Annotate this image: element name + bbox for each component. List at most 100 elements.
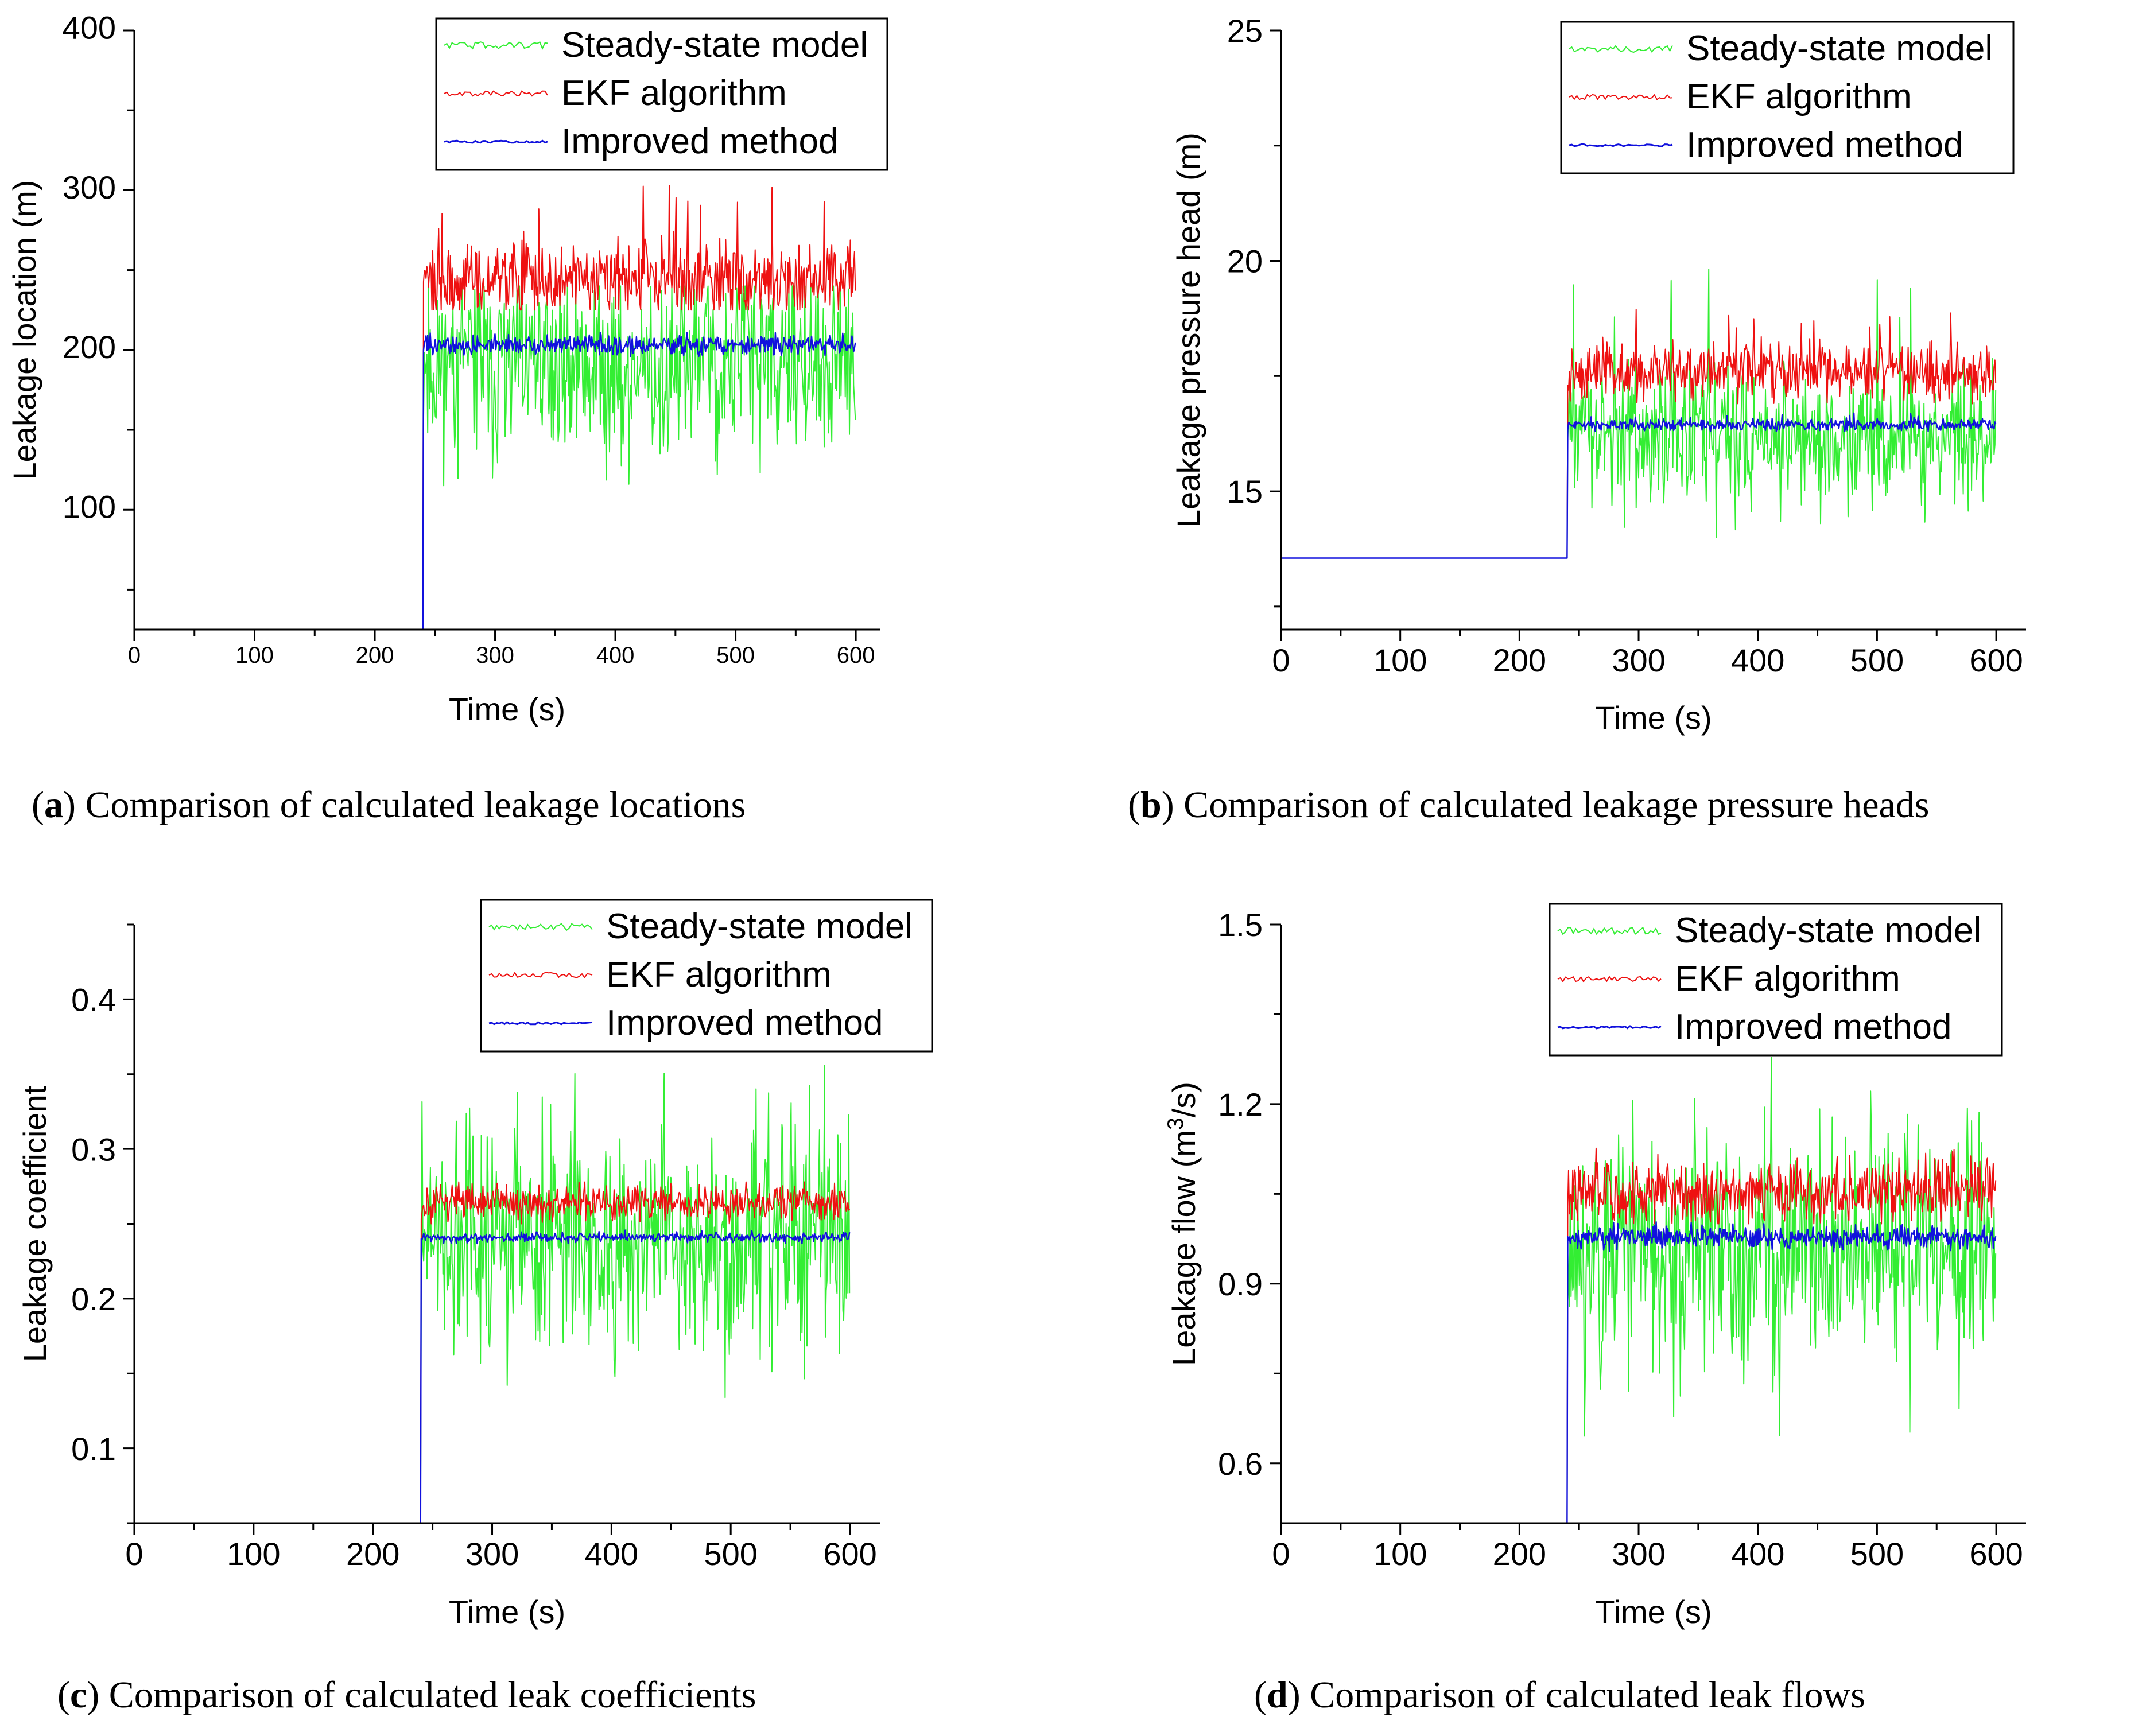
panel-a-y-tick-label: 100 — [63, 489, 116, 525]
panel-d-x-tick-label: 500 — [1850, 1536, 1904, 1572]
panel-b-y-axis-label: Leakage pressure head (m) — [1170, 133, 1206, 527]
panel-a-x-tick-label: 300 — [476, 643, 514, 668]
panel-d-legend-label-improved: Improved method — [1675, 1007, 1951, 1047]
panel-d-y-tick-label: 1.2 — [1218, 1086, 1263, 1123]
panel-a-legend: Steady-state model EKF algorithm Improve… — [435, 17, 888, 171]
panel-a-legend-label-steady-state: Steady-state model — [561, 25, 868, 65]
panel-a-y-tick-label: 400 — [63, 9, 116, 45]
panel-c-series-steady-state-model-line — [134, 1065, 851, 1524]
panel-c-legend-swatch-ekf — [488, 971, 593, 979]
panel-c-legend-swatch-improved — [488, 1021, 593, 1026]
panel-c-x-tick-label: 0 — [125, 1536, 143, 1572]
panel-d-y-axis-label: Leakage flow (m3/s) — [1163, 1082, 1202, 1366]
panel-d-series-ekf-algorithm-line — [1281, 1147, 1997, 1524]
panel-a-axes — [133, 30, 880, 631]
panel-d-x-tick-label: 300 — [1612, 1536, 1665, 1572]
panel-d-legend-swatch-improved — [1557, 1025, 1662, 1030]
panel-d-legend-swatch-steady-state — [1557, 926, 1662, 935]
panel-b-caption-letter: b — [1140, 784, 1162, 826]
panel-c-legend-swatch-steady-state — [488, 923, 593, 931]
panel-b-ticks: 0 100 200 300 400 500 600 15 20 25 — [1227, 13, 2023, 678]
panel-b-y-tick-label: 25 — [1227, 13, 1263, 49]
panel-a-x-axis-label: Time (s) — [449, 691, 565, 727]
panel-a-series-ekf-algorithm-line — [134, 185, 856, 630]
panel-d-y-tick-label: 0.9 — [1218, 1266, 1263, 1302]
panel-a-legend-swatch-improved — [444, 139, 548, 144]
panel-b-legend-label-ekf: EKF algorithm — [1686, 77, 1912, 116]
panel-c-y-tick-label: 0.4 — [71, 982, 116, 1018]
panel-d-y-tick-label: 1.5 — [1218, 907, 1263, 943]
panel-c-x-tick-label: 400 — [585, 1536, 638, 1572]
panel-d-y-tick-label: 0.6 — [1218, 1446, 1263, 1482]
panel-a-x-tick-label: 600 — [837, 643, 875, 668]
panel-a-leakage-location: 0 100 200 300 400 500 600 100 200 300 400 Time (s)… — [6, 9, 888, 826]
panel-a-x-tick-label: 500 — [716, 643, 755, 668]
panel-a-series — [134, 185, 856, 631]
panel-d-caption-text: ) Comparison of calculated leak flows — [1288, 1674, 1865, 1716]
panel-d-caption: (d) Comparison of calculated leak flows — [1254, 1674, 1865, 1716]
panel-c-ticks: 0 100 200 300 400 500 600 0.1 0.2 0.3 0.4 — [71, 923, 877, 1572]
panel-b-legend-label-steady-state: Steady-state model — [1686, 29, 1993, 68]
panel-c-legend-label-improved: Improved method — [606, 1003, 883, 1043]
panel-b-axes — [1280, 30, 2026, 631]
panel-d-x-axis-label: Time (s) — [1595, 1594, 1712, 1630]
panel-c-y-tick-label: 0.2 — [71, 1281, 116, 1317]
panel-b-x-tick-label: 300 — [1612, 642, 1665, 678]
panel-c-y-tick-label: 0.3 — [71, 1131, 116, 1167]
panel-a-x-tick-label: 0 — [128, 643, 141, 668]
panel-c-y-axis-label: Leakage coefficient — [17, 1085, 53, 1362]
panel-d-x-tick-label: 200 — [1493, 1536, 1546, 1572]
panel-b-y-tick-label: 20 — [1227, 243, 1263, 279]
panel-b-x-tick-label: 200 — [1493, 642, 1546, 678]
panel-d-legend: Steady-state model EKF algorithm Improve… — [1549, 903, 2003, 1057]
panel-b-legend-swatch-steady-state — [1569, 45, 1673, 53]
panel-d-legend-label-steady-state: Steady-state model — [1675, 911, 1981, 950]
panel-d-caption-letter: d — [1267, 1674, 1288, 1716]
panel-a-y-axis-label: Leakage location (m) — [6, 180, 42, 480]
panel-a-caption-letter: a — [44, 784, 63, 826]
panel-c-x-tick-label: 200 — [346, 1536, 399, 1572]
panel-d-axes — [1280, 925, 2026, 1524]
panel-a-legend-label-improved: Improved method — [561, 122, 838, 161]
panel-d-x-tick-label: 100 — [1373, 1536, 1427, 1572]
panel-c-x-tick-label: 500 — [704, 1536, 757, 1572]
panel-c-x-tick-label: 300 — [465, 1536, 519, 1572]
panel-a-legend-label-ekf: EKF algorithm — [561, 73, 787, 113]
panel-a-caption: (a) Comparison of calculated leakage loc… — [32, 784, 746, 826]
panel-d-legend-box — [1549, 903, 2003, 1057]
panel-d-legend-swatch-ekf — [1557, 976, 1662, 983]
panel-c-series-ekf-algorithm-line — [134, 1181, 851, 1524]
panel-d-series-improved-method-line — [1281, 1221, 1997, 1524]
panel-d-ticks: 0 100 200 300 400 500 600 0.6 0.9 1.2 1.5 — [1218, 907, 2023, 1572]
panel-b-y-tick-label: 15 — [1227, 473, 1263, 510]
panel-c-series — [134, 1065, 851, 1524]
panel-b-x-tick-label: 500 — [1850, 642, 1904, 678]
panel-b-x-tick-label: 600 — [1969, 642, 2023, 678]
panel-b-legend-swatch-ekf — [1569, 94, 1673, 100]
panel-c-caption: (c) Comparison of calculated leak coeffi… — [57, 1674, 756, 1716]
panel-c-x-tick-label: 600 — [823, 1536, 876, 1572]
panel-c-legend-box — [480, 899, 933, 1053]
panel-d-y-axis-label-superscript: 3 — [1163, 1117, 1188, 1130]
panel-c-x-axis-label: Time (s) — [449, 1594, 565, 1630]
panel-d-y-axis-label-main: Leakage flow (m — [1166, 1130, 1202, 1366]
panel-c-series-improved-method-line — [134, 1229, 851, 1524]
panel-d-y-axis-label-tail: /s) — [1166, 1082, 1202, 1117]
panel-a-ticks: 0 100 200 300 400 500 600 100 200 300 400 — [63, 9, 875, 668]
panel-c-caption-text: ) Comparison of calculated leak coeffici… — [87, 1674, 756, 1716]
panel-b-x-tick-label: 400 — [1731, 642, 1784, 678]
panel-d-x-tick-label: 600 — [1969, 1536, 2023, 1572]
panel-c-caption-letter: c — [70, 1674, 87, 1716]
panel-b-legend-label-improved: Improved method — [1686, 125, 1963, 165]
panel-c-x-tick-label: 100 — [227, 1536, 280, 1572]
panel-b-x-tick-label: 0 — [1272, 642, 1290, 678]
panel-a-legend-swatch-ekf — [444, 90, 548, 97]
panel-b-series-improved-method-line — [1281, 412, 1997, 559]
panel-d-x-tick-label: 0 — [1272, 1536, 1290, 1572]
panel-d-leakage-flow: 0 100 200 300 400 500 600 0.6 0.9 1.2 1.5 Time (s)… — [1163, 903, 2026, 1716]
panel-b-caption-text: ) Comparison of calculated leakage press… — [1162, 784, 1930, 826]
panel-d-series — [1281, 1057, 1997, 1524]
panel-c-legend-label-steady-state: Steady-state model — [606, 907, 913, 946]
